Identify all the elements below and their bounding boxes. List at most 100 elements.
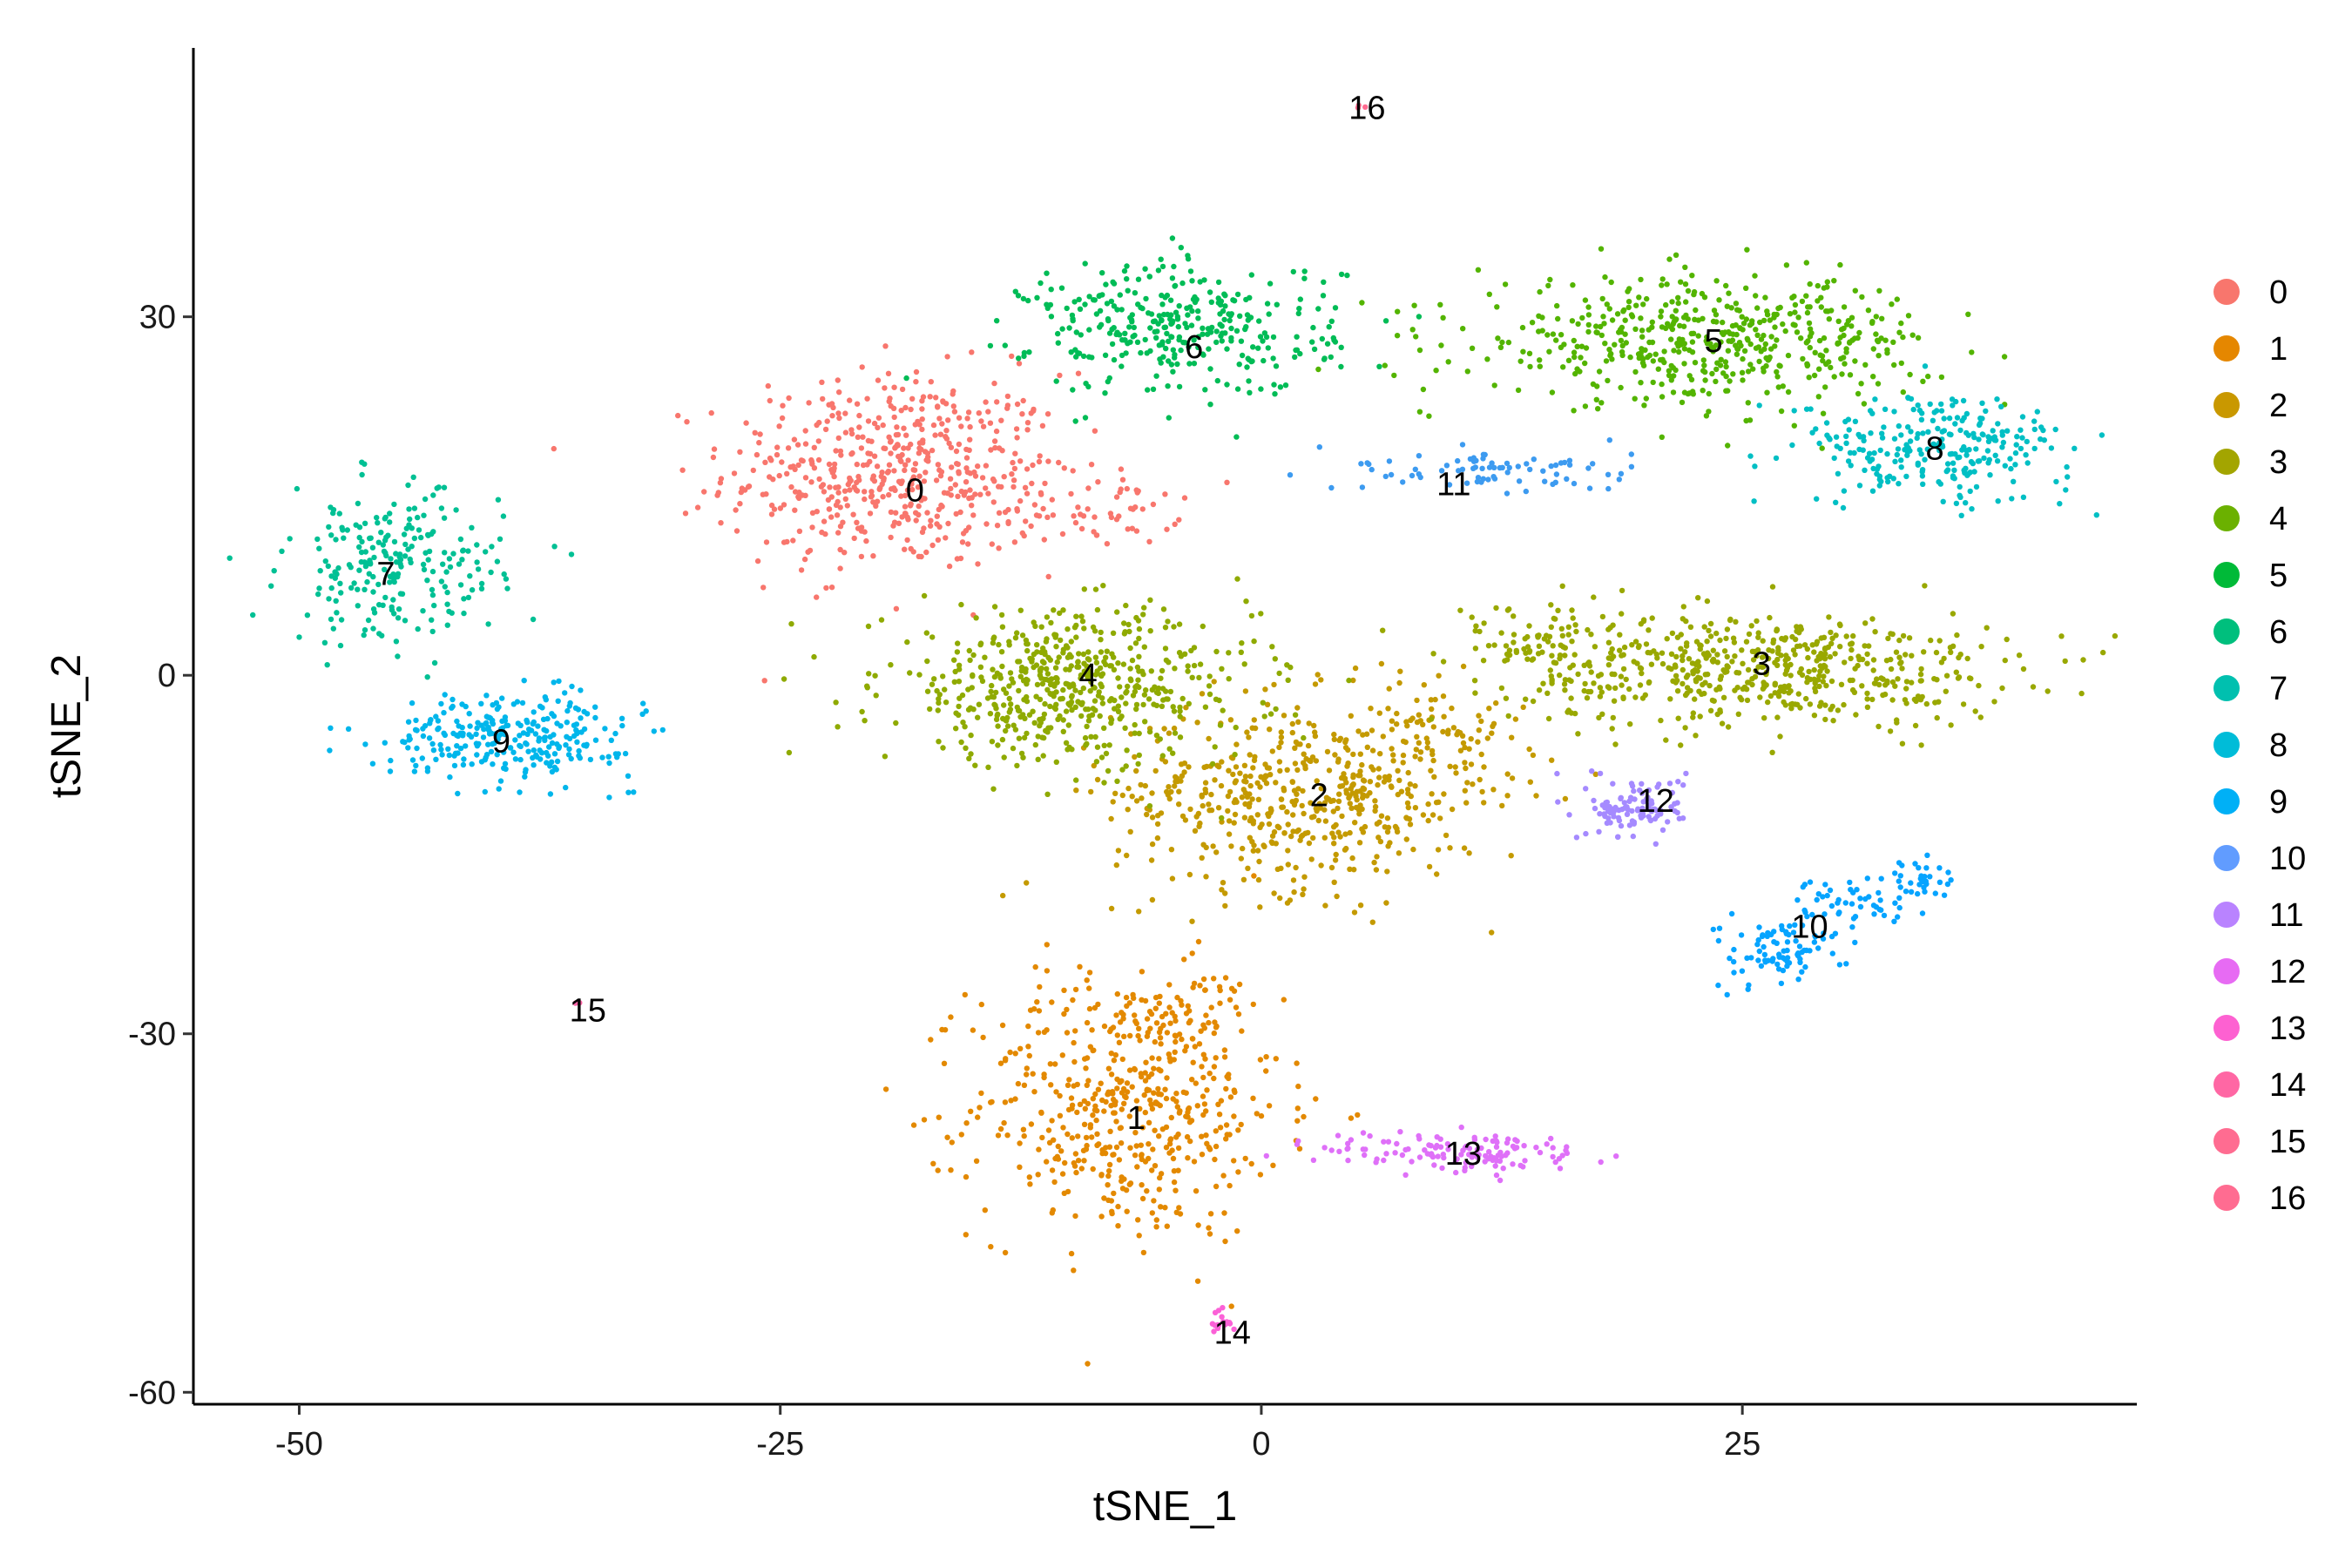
data-point <box>592 704 598 710</box>
data-point <box>1117 489 1123 496</box>
data-point <box>743 420 749 426</box>
data-point <box>1125 785 1132 792</box>
data-point <box>1195 938 1202 945</box>
data-point <box>1183 1044 1190 1050</box>
data-point <box>1293 797 1300 804</box>
data-point <box>1869 456 1876 463</box>
data-point <box>1807 280 1813 287</box>
data-point <box>503 576 510 582</box>
data-point <box>523 740 529 747</box>
data-point <box>1111 666 1118 672</box>
data-point <box>1178 347 1184 354</box>
data-point <box>1860 447 1866 453</box>
data-point <box>928 517 934 524</box>
data-point <box>1065 722 1072 728</box>
data-point <box>1103 1098 1109 1105</box>
data-point <box>1792 652 1798 658</box>
data-point <box>474 542 480 548</box>
data-point <box>2099 432 2105 438</box>
data-point <box>501 749 507 755</box>
data-point <box>330 507 337 513</box>
data-point <box>1870 667 1876 673</box>
data-point <box>469 761 475 767</box>
data-point <box>1064 747 1071 753</box>
data-point <box>1195 810 1202 817</box>
data-point <box>1158 1092 1165 1098</box>
data-point <box>1869 696 1876 703</box>
data-point <box>746 483 753 490</box>
data-point <box>1098 629 1104 636</box>
data-point <box>405 546 411 552</box>
data-point <box>1999 444 2005 450</box>
data-point <box>1707 707 1714 713</box>
data-point <box>1209 760 1216 767</box>
data-point <box>983 521 990 527</box>
data-point <box>949 464 955 470</box>
data-point <box>1200 351 1206 357</box>
data-point <box>1804 674 1811 681</box>
data-point <box>872 672 878 679</box>
data-point <box>1397 668 1403 674</box>
data-point <box>1064 1131 1071 1138</box>
data-point <box>566 746 572 753</box>
data-point <box>1331 879 1337 885</box>
data-point <box>1248 272 1255 278</box>
data-point <box>1101 780 1107 786</box>
data-point <box>1832 651 1838 657</box>
data-point <box>931 676 937 682</box>
data-point <box>469 524 475 531</box>
data-point <box>1082 734 1089 741</box>
data-point <box>1061 465 1068 471</box>
data-point <box>544 749 550 756</box>
data-point <box>1369 919 1376 925</box>
data-point <box>1277 895 1283 902</box>
cluster-points-7 <box>226 459 575 680</box>
data-point <box>1180 1089 1187 1096</box>
data-point <box>1421 682 1428 688</box>
data-point <box>1039 734 1045 740</box>
data-point <box>1218 782 1225 789</box>
data-point <box>1864 690 1870 697</box>
data-point <box>1683 312 1689 319</box>
data-point <box>1622 331 1628 337</box>
data-point <box>921 1117 928 1123</box>
data-point <box>1823 348 1829 354</box>
data-point <box>1583 830 1589 837</box>
data-point <box>1039 1134 1045 1141</box>
data-point <box>1673 308 1680 314</box>
data-point <box>850 511 856 517</box>
data-point <box>1524 633 1531 640</box>
data-point <box>1468 736 1474 742</box>
data-point <box>1701 624 1707 630</box>
data-point <box>980 423 987 429</box>
data-point <box>1267 772 1274 778</box>
data-point <box>1588 632 1594 638</box>
data-point <box>1053 701 1059 707</box>
data-point <box>459 557 465 563</box>
data-point <box>1250 848 1257 854</box>
data-point <box>1041 1029 1048 1036</box>
data-point <box>1164 788 1170 795</box>
data-point <box>500 731 506 737</box>
data-point <box>1652 841 1659 847</box>
data-point <box>1412 754 1418 760</box>
data-point <box>1037 696 1044 703</box>
data-point <box>882 385 888 391</box>
data-point <box>1809 911 1815 918</box>
data-point <box>1159 263 1166 270</box>
data-point <box>429 617 435 623</box>
data-point <box>406 733 412 740</box>
data-point <box>1222 902 1228 909</box>
data-point <box>1343 787 1349 794</box>
data-point <box>1234 291 1241 298</box>
data-point <box>1484 356 1490 362</box>
data-point <box>1882 682 1889 688</box>
data-point <box>1181 769 1187 775</box>
data-point <box>499 695 505 701</box>
data-point <box>1194 1103 1201 1109</box>
data-point <box>1445 727 1451 733</box>
data-point <box>1922 889 1928 895</box>
data-point <box>1731 970 1737 976</box>
data-point <box>1385 843 1391 849</box>
data-point <box>967 487 973 493</box>
